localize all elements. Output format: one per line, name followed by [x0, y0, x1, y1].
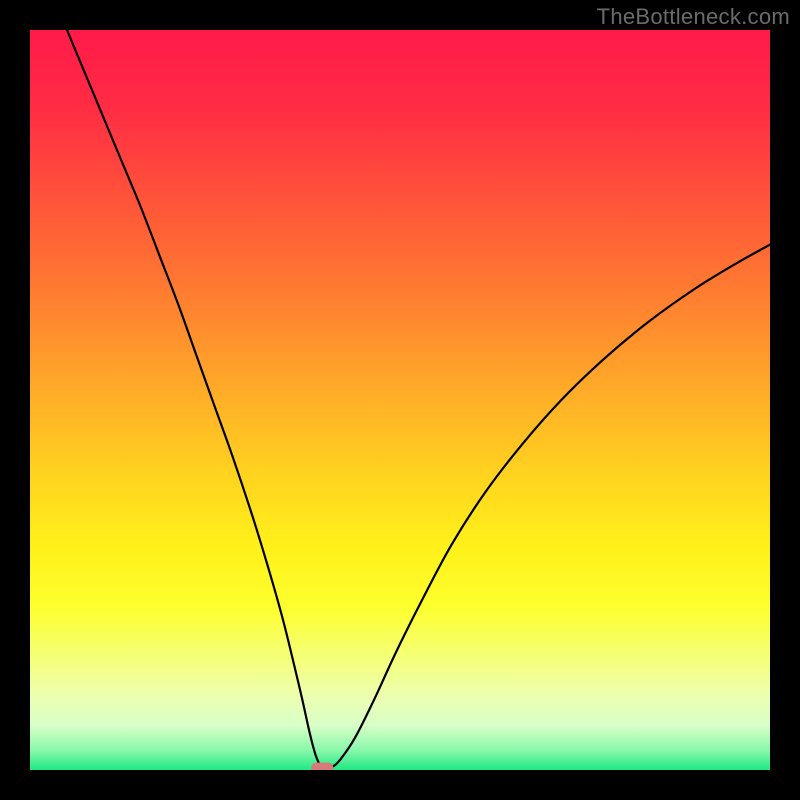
optimal-marker	[311, 763, 333, 770]
bottleneck-chart	[30, 30, 770, 770]
gradient-background	[30, 30, 770, 770]
watermark-text: TheBottleneck.com	[597, 4, 790, 30]
